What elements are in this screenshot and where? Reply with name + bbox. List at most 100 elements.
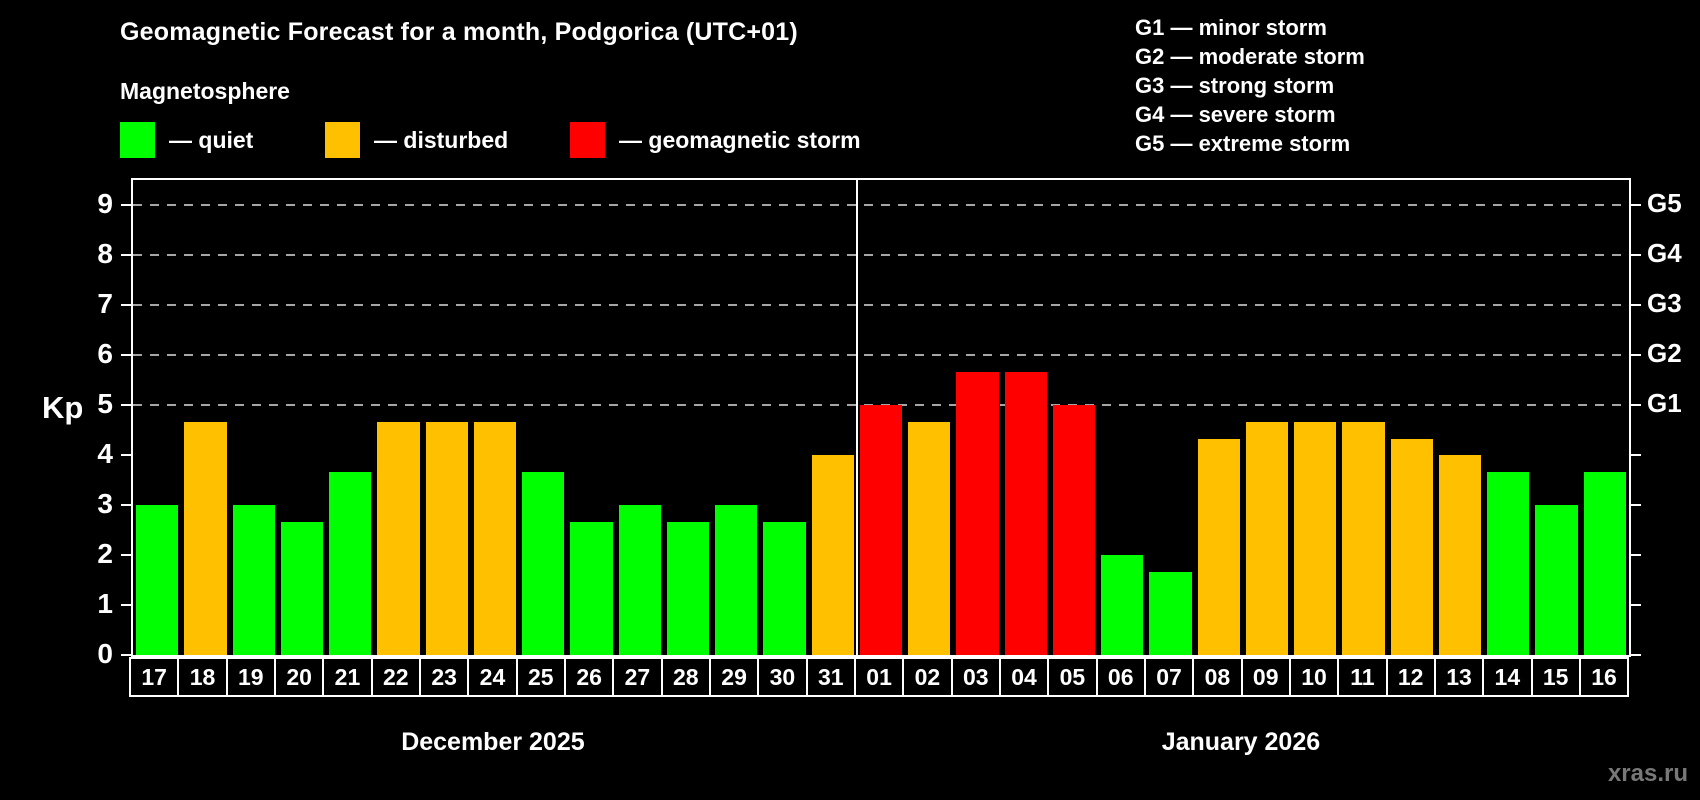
bar-dec-17 [136, 505, 179, 655]
right-axis-label-g3: G3 [1647, 288, 1682, 318]
y-tick-label-2: 2 [97, 538, 113, 569]
y-tick-right-4 [1629, 454, 1641, 456]
right-axis-label-g4: G4 [1647, 238, 1682, 268]
g-legend-line-g2: G2 — moderate storm [1135, 44, 1365, 69]
day-label-jan-16: 16 [1578, 657, 1630, 697]
bar-dec-30 [763, 521, 806, 655]
day-label-dec-22: 22 [370, 657, 421, 697]
bar-jan-04 [1004, 371, 1047, 655]
y-tick-left-3 [121, 504, 133, 506]
bar-jan-01 [859, 405, 903, 655]
y-tick-left-2 [121, 554, 133, 556]
bar-jan-14 [1487, 471, 1530, 655]
legend-item-quiet: — quiet [120, 120, 253, 160]
y-tick-right-5 [1629, 404, 1641, 406]
bar-jan-09 [1245, 421, 1289, 655]
bar-dec-20 [280, 521, 324, 655]
y-tick-left-5 [121, 404, 133, 406]
legend-swatch-quiet [120, 122, 155, 158]
day-label-dec-19: 19 [225, 657, 276, 697]
bar-jan-10 [1294, 421, 1337, 655]
bar-dec-19 [232, 505, 275, 655]
day-label-jan-05: 05 [1047, 657, 1098, 697]
day-label-dec-20: 20 [273, 657, 325, 697]
month-label-dec: December 2025 [401, 728, 585, 756]
legend-label-disturbed: — disturbed [374, 126, 509, 153]
bar-dec-23 [425, 421, 468, 655]
bar-jan-13 [1438, 455, 1482, 655]
day-label-dec-28: 28 [660, 657, 711, 697]
y-tick-label-4: 4 [97, 438, 113, 469]
bar-dec-27 [618, 505, 661, 655]
bar-jan-15 [1535, 505, 1578, 655]
day-label-jan-03: 03 [950, 657, 1001, 697]
bar-jan-16 [1583, 471, 1626, 655]
day-label-dec-23: 23 [418, 657, 470, 697]
y-tick-label-8: 8 [97, 238, 113, 269]
day-axis: 17 18 19 20 21 22 23 24 25 26 27 28 29 30 31 01 02 03 04 05… [129, 657, 1630, 697]
bar-dec-28 [666, 521, 710, 655]
y-tick-right-9 [1629, 204, 1641, 206]
y-tick-left-7 [121, 304, 133, 306]
day-label-jan-10: 10 [1288, 657, 1340, 697]
bar-dec-22 [377, 421, 420, 655]
bar-jan-07 [1149, 571, 1192, 655]
bar-dec-26 [570, 521, 613, 655]
bar-dec-21 [329, 471, 372, 655]
bar-jan-08 [1197, 438, 1240, 655]
status-legend: — quiet — disturbed — geomagnetic storm [0, 120, 1100, 162]
month-label-jan: January 2026 [1161, 728, 1321, 756]
y-tick-left-0 [121, 654, 133, 656]
day-label-jan-12: 12 [1385, 657, 1436, 697]
g-legend-line-g3: G3 — strong storm [1135, 73, 1335, 98]
day-label-dec-30: 30 [757, 657, 808, 697]
bar-jan-05 [1052, 405, 1096, 655]
legend-item-disturbed: — disturbed [325, 120, 508, 160]
y-tick-label-7: 7 [97, 288, 113, 319]
right-axis-label-g1: G1 [1647, 388, 1682, 418]
gridline-kp6 [133, 354, 1629, 356]
bar-dec-24 [473, 421, 517, 655]
day-label-jan-13: 13 [1433, 657, 1485, 697]
bar-jan-06 [1101, 555, 1144, 655]
day-label-dec-17: 17 [129, 657, 180, 697]
y-tick-label-5: 5 [97, 388, 113, 419]
day-label-jan-08: 08 [1192, 657, 1243, 697]
month-divider [855, 180, 858, 655]
day-label-dec-24: 24 [467, 657, 518, 697]
magnetosphere-label: Magnetosphere [120, 78, 290, 104]
g-legend-line-g5: G5 — extreme storm [1135, 131, 1351, 156]
bar-dec-18 [184, 421, 227, 655]
day-label-jan-14: 14 [1482, 657, 1533, 697]
day-label-jan-02: 02 [902, 657, 953, 697]
day-label-dec-29: 29 [708, 657, 760, 697]
gridline-kp7 [133, 304, 1629, 306]
day-label-jan-01: 01 [853, 657, 905, 697]
y-tick-left-8 [121, 254, 133, 256]
y-tick-left-4 [121, 454, 133, 456]
watermark: xras.ru [1607, 760, 1688, 787]
day-label-jan-04: 04 [998, 657, 1050, 697]
page-title: Geomagnetic Forecast for a month, Podgor… [120, 18, 798, 46]
y-tick-left-9 [121, 204, 133, 206]
y-tick-label-3: 3 [97, 488, 113, 519]
g-legend-line-g1: G1 — minor storm [1135, 15, 1327, 40]
y-tick-right-1 [1629, 604, 1641, 606]
bar-jan-03 [956, 371, 999, 655]
y-tick-left-6 [121, 354, 133, 356]
day-label-jan-09: 09 [1240, 657, 1291, 697]
right-axis-label-g2: G2 [1647, 338, 1682, 368]
y-tick-right-7 [1629, 304, 1641, 306]
day-label-jan-11: 11 [1337, 657, 1388, 697]
gridline-kp8 [133, 254, 1629, 256]
y-tick-left-1 [121, 604, 133, 606]
day-label-jan-07: 07 [1143, 657, 1195, 697]
day-label-jan-15: 15 [1530, 657, 1581, 697]
gstorm-scale-legend: G1 — minor storm G2 — moderate storm G3 — … [1135, 13, 1365, 158]
y-tick-right-8 [1629, 254, 1641, 256]
day-label-dec-26: 26 [563, 657, 615, 697]
y-tick-right-6 [1629, 354, 1641, 356]
day-label-dec-18: 18 [177, 657, 228, 697]
day-label-jan-06: 06 [1095, 657, 1146, 697]
bar-dec-29 [715, 505, 758, 655]
